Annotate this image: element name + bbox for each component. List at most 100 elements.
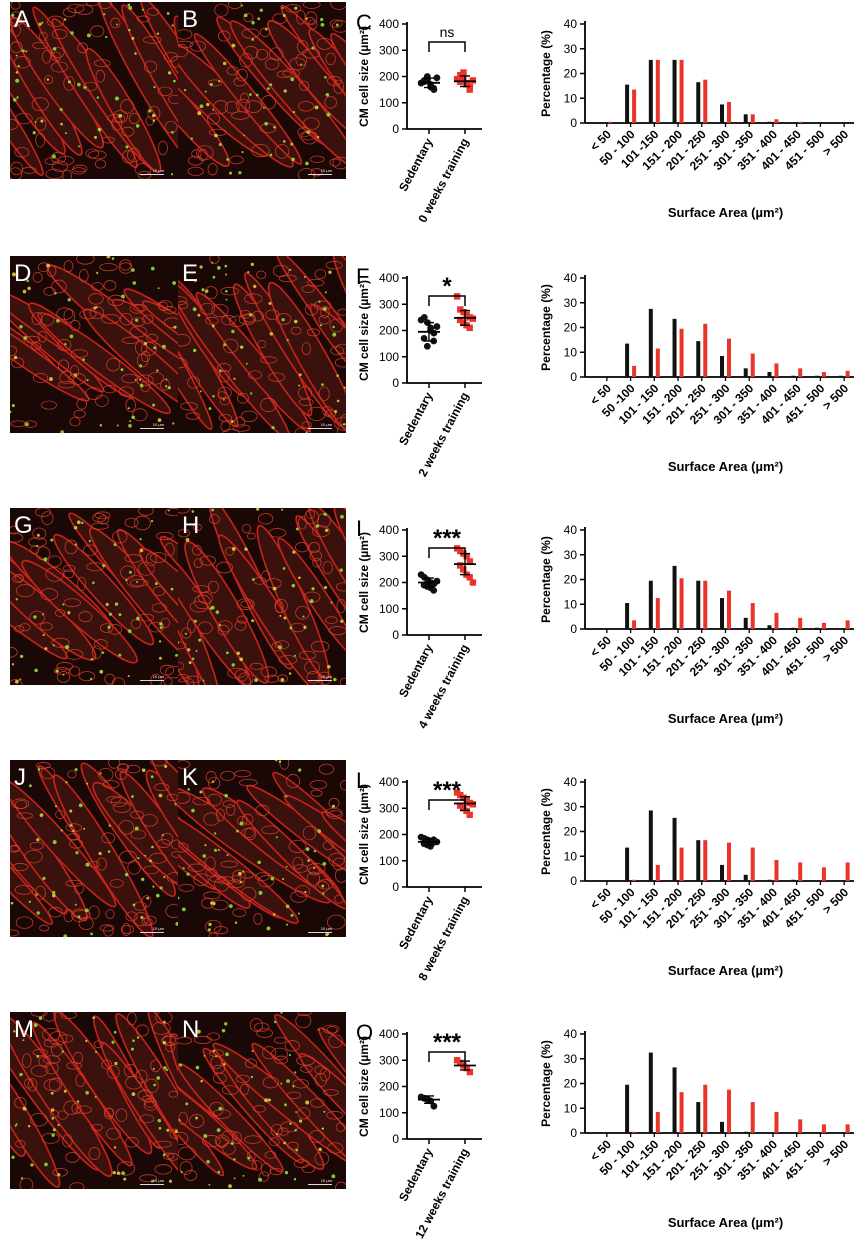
bar-training: [632, 1131, 637, 1133]
figure-row: J 10 µm K 10 µm L 0 100 200 300 400 CM cell size (…: [0, 760, 865, 1005]
y-tick-label: 40: [564, 523, 578, 537]
y-tick-label: 300: [379, 43, 399, 57]
micrograph-image: [178, 760, 346, 937]
micrograph-image: [10, 1012, 178, 1189]
y-tick-label: 200: [379, 70, 399, 84]
myocyte-bundles: [10, 1012, 178, 1189]
y-tick-label: 0: [570, 1126, 577, 1140]
scale-bar-label: 10 µm: [152, 1178, 164, 1183]
x-category-label: > 500: [820, 381, 852, 413]
y-tick-label: 100: [379, 350, 399, 364]
bar-training: [655, 59, 660, 123]
y-axis-label: CM cell size (µm²): [357, 784, 371, 885]
y-tick-label: 30: [564, 42, 578, 56]
bar-sedentary: [648, 1052, 653, 1133]
significance-bracket: [428, 295, 466, 306]
data-point: [457, 791, 464, 799]
significance-label: ns: [440, 24, 455, 40]
scale-bar-label: 10 µm: [152, 168, 164, 173]
figure-row: M 10 µm N 10 µm O 0 100 200 300 400 CM cell size (…: [0, 1012, 865, 1257]
bar-sedentary: [743, 114, 748, 123]
x-category-label: Sedentary: [396, 390, 436, 448]
bar-sedentary: [696, 1102, 701, 1133]
y-tick-label: 40: [564, 271, 578, 285]
y-tick-label: 0: [392, 628, 399, 642]
micrograph-panel: G 10 µm: [10, 508, 178, 685]
x-category-label: > 500: [820, 633, 852, 665]
bar-sedentary: [814, 375, 819, 377]
y-tick-label: 200: [379, 576, 399, 590]
bar-training: [679, 1092, 684, 1133]
data-point: [433, 74, 441, 82]
data-point: [456, 562, 464, 569]
x-category-label: Sedentary: [396, 136, 436, 194]
micrograph-image: [178, 2, 346, 179]
y-tick-label: 20: [564, 825, 578, 839]
scale-bar-label: 10 µm: [320, 674, 332, 679]
y-tick-label: 10: [564, 1101, 578, 1115]
y-axis-label: CM cell size (µm²): [357, 1036, 371, 1137]
myocyte-bundles: [178, 508, 346, 685]
scale-bar-label: 10 µm: [152, 674, 164, 679]
y-tick-label: 300: [379, 297, 399, 311]
y-tick-label: 300: [379, 1053, 399, 1067]
y-tick-label: 200: [379, 828, 399, 842]
x-category-label: Sedentary: [396, 894, 436, 952]
y-tick-label: 10: [564, 345, 578, 359]
scale-bar: [140, 680, 164, 681]
nuclei-dots: [11, 3, 176, 176]
bar-training: [655, 864, 660, 881]
bar-sedentary: [625, 603, 630, 629]
myocyte-bundles: [178, 1013, 346, 1187]
bar-sedentary: [672, 1067, 677, 1133]
cell-membranes: [178, 256, 346, 433]
scale-bar-label: 10 µm: [152, 422, 164, 427]
bar-sedentary: [696, 840, 701, 881]
panel-label: I: [356, 516, 362, 541]
micrograph-image: [10, 2, 178, 179]
y-tick-label: 0: [570, 874, 577, 888]
bar-sedentary: [696, 82, 701, 123]
x-category-label: Sedentary: [396, 642, 436, 700]
panel-label: O: [356, 1020, 373, 1045]
bar-sedentary: [814, 627, 819, 629]
scale-bar: [140, 1184, 164, 1185]
scale-bar-label: 10 µm: [152, 926, 164, 931]
bar-sedentary: [838, 375, 843, 377]
scale-bar: [308, 680, 332, 681]
x-axis-label: Surface Area (µm²): [668, 711, 783, 726]
data-point: [460, 805, 467, 812]
cell-membranes: [178, 760, 346, 937]
bar-training: [750, 603, 755, 629]
bar-sedentary: [625, 84, 630, 123]
bar-sedentary: [625, 343, 630, 377]
bar-training: [608, 121, 613, 123]
scale-bar: [140, 932, 164, 933]
bar-training: [798, 121, 803, 123]
bar-sedentary: [720, 864, 724, 881]
bar-training: [727, 590, 731, 629]
bar-training: [845, 862, 850, 881]
micrograph-image: [10, 508, 178, 685]
micrograph-panel: A 10 µm: [10, 2, 178, 179]
nuclei-dots: [178, 1012, 336, 1189]
bar-sedentary: [743, 1131, 748, 1133]
bar-sedentary: [791, 879, 796, 881]
bar-sedentary: [767, 372, 772, 377]
scale-bar: [308, 1184, 332, 1185]
y-tick-label: 200: [379, 1080, 399, 1094]
data-point: [430, 84, 438, 92]
cell-membranes: [178, 2, 346, 179]
bar-training: [727, 1089, 731, 1133]
bar-training: [821, 372, 826, 377]
y-tick-label: 400: [379, 523, 399, 537]
bar-training: [703, 79, 708, 123]
y-tick-label: 30: [564, 548, 578, 562]
bar-sedentary: [672, 59, 677, 123]
data-point: [460, 74, 467, 82]
bar-sedentary: [720, 355, 724, 377]
bar-sedentary: [743, 617, 748, 629]
